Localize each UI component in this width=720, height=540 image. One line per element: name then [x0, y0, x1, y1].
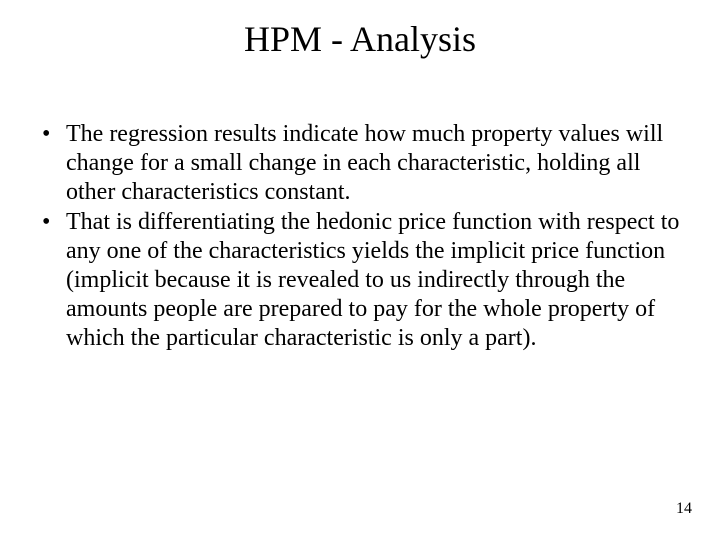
bullet-item: The regression results indicate how much… [36, 120, 684, 206]
slide-title: HPM - Analysis [0, 18, 720, 60]
bullet-item: That is differentiating the hedonic pric… [36, 208, 684, 352]
slide: HPM - Analysis The regression results in… [0, 0, 720, 540]
page-number: 14 [676, 500, 692, 518]
bullet-list: The regression results indicate how much… [36, 120, 684, 352]
slide-body: The regression results indicate how much… [36, 120, 684, 354]
